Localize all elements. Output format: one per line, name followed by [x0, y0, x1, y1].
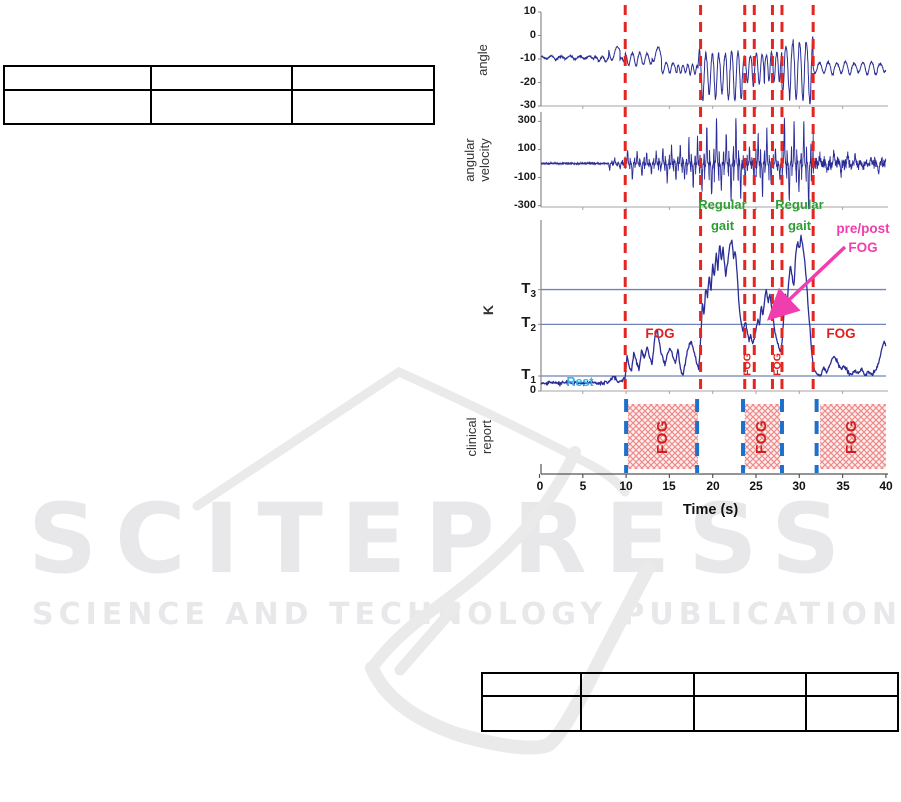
fog-interval-region: [627, 404, 698, 469]
table-cell: [580, 672, 695, 697]
table-cell: [3, 65, 152, 91]
table-cell: [481, 672, 582, 697]
fog-interval-region: [744, 404, 781, 469]
table-cell: [3, 89, 152, 125]
table-cell: [693, 672, 807, 697]
table-cell: [481, 695, 582, 732]
pre-post-fog-arrow: [766, 245, 847, 321]
watermark-subtitle: SCIENCE AND TECHNOLOGY PUBLICATIONS: [32, 597, 901, 632]
table-cell: [150, 65, 293, 91]
table-row: [481, 695, 899, 732]
table-bottom-right: [481, 672, 899, 732]
table-cell: [805, 695, 899, 732]
table-cell: [291, 65, 435, 91]
table-row: [3, 89, 435, 125]
table-cell: [580, 695, 695, 732]
k-series-line: [540, 234, 887, 387]
table-row: [3, 65, 435, 91]
table-top-left: [3, 65, 435, 125]
table-row: [481, 672, 899, 697]
table-cell: [291, 89, 435, 125]
table-cell: [805, 672, 899, 697]
fog-interval-region: [820, 404, 886, 469]
table-cell: [693, 695, 807, 732]
watermark-title: SCITEPRESS: [28, 483, 859, 595]
table-cell: [150, 89, 293, 125]
angle-series-line: [540, 36, 887, 105]
angular-velocity-series-line: [540, 117, 887, 210]
